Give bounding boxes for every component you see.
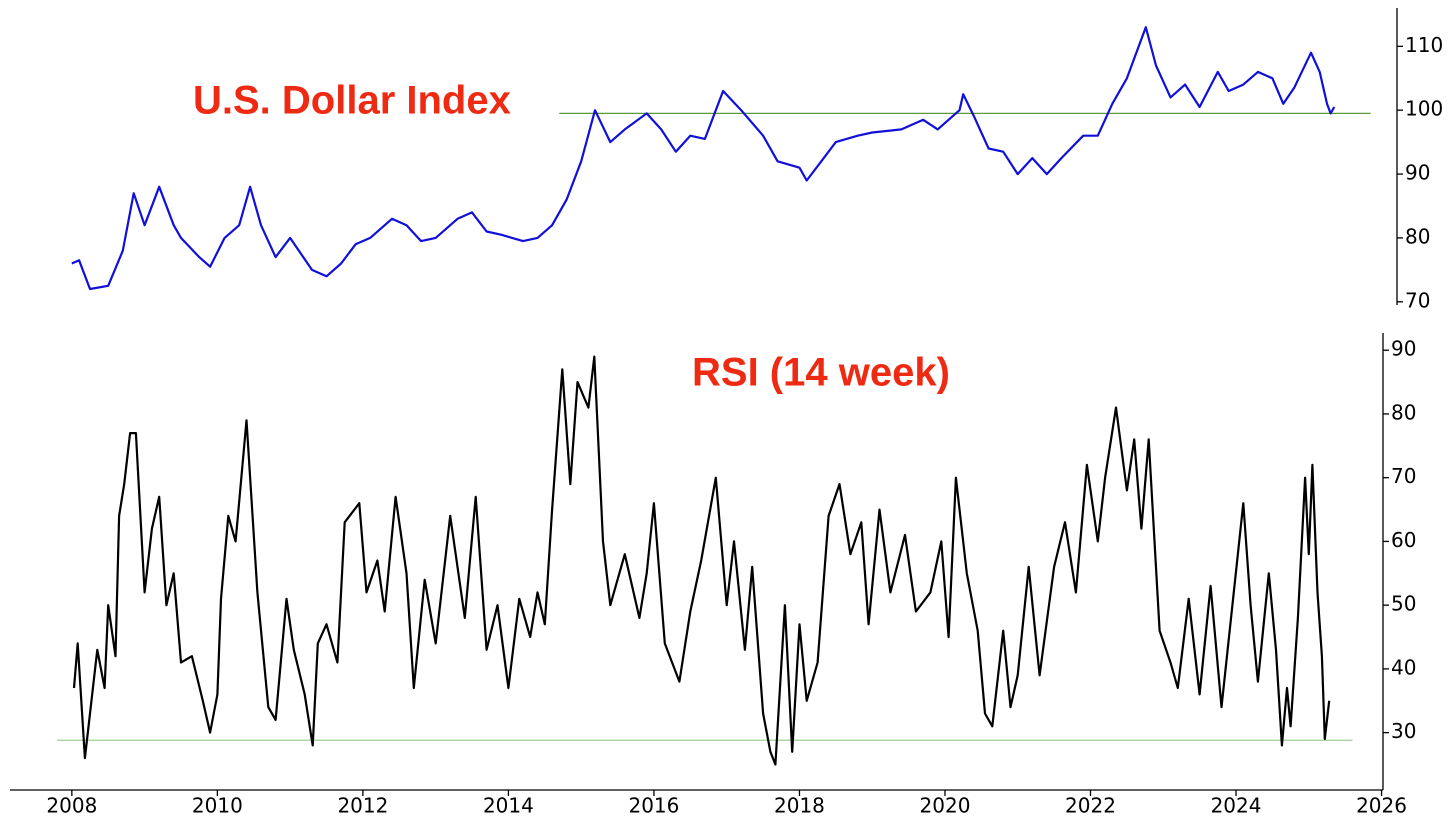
x-tick-label: 2022 <box>1065 794 1116 818</box>
x-tick-label: 2014 <box>483 794 534 818</box>
y-tick-label: 40 <box>1391 655 1416 679</box>
y-tick-label: 80 <box>1391 400 1416 424</box>
y-tick-label: 90 <box>1405 161 1430 185</box>
y-tick-label: 70 <box>1405 288 1430 312</box>
x-tick-label: 2016 <box>628 794 679 818</box>
y-tick-label: 100 <box>1405 97 1443 121</box>
x-tick-label: 2008 <box>46 794 97 818</box>
chart-annotation: RSI (14 week) <box>692 351 950 395</box>
y-tick-label: 70 <box>1391 464 1416 488</box>
x-tick-label: 2026 <box>1356 794 1407 818</box>
y-tick-label: 110 <box>1405 33 1443 57</box>
x-tick-label: 2010 <box>192 794 243 818</box>
y-tick-label: 50 <box>1391 592 1416 616</box>
data-line <box>72 355 1331 766</box>
x-tick-label: 2024 <box>1211 794 1262 818</box>
data-line <box>71 26 1336 291</box>
x-tick-label: 2012 <box>337 794 388 818</box>
y-tick-label: 60 <box>1391 528 1416 552</box>
chart-annotation: U.S. Dollar Index <box>193 79 511 123</box>
y-tick-label: 80 <box>1405 224 1430 248</box>
x-tick-label: 2020 <box>920 794 971 818</box>
y-tick-label: 30 <box>1391 719 1416 743</box>
y-tick-label: 90 <box>1391 337 1416 361</box>
x-tick-label: 2018 <box>774 794 825 818</box>
